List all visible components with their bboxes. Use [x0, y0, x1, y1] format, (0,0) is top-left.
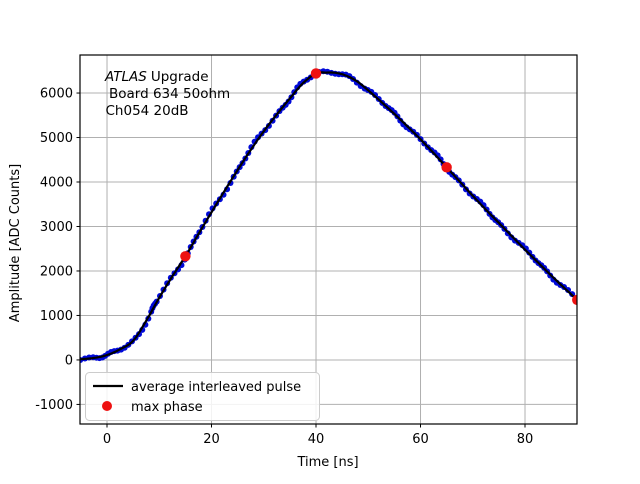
y-tick-label: 6000: [40, 87, 73, 102]
max-phase-dot: [310, 68, 322, 79]
plot-data-layer: [80, 68, 577, 363]
x-tick-label: 0: [103, 432, 111, 447]
y-tick-label: 2000: [40, 264, 73, 279]
axes-frame: [79, 54, 578, 425]
axis-ticks: 0 20 40 60 80 -1000 0 1000 2000 3000 4000 5000 6000: [35, 87, 533, 447]
x-tick-label: 20: [203, 432, 220, 447]
max-phase-dot: [441, 162, 452, 173]
gridlines: [80, 55, 577, 424]
legend-box: [85, 372, 320, 421]
max-phase-dot: [180, 251, 191, 262]
average-pulse-path: [80, 71, 577, 361]
x-tick-label: 80: [517, 432, 534, 447]
legend-label-average-pulse: average interleaved pulse: [131, 380, 301, 395]
x-tick-label: 40: [308, 432, 325, 447]
y-tick-label: 1000: [40, 309, 73, 324]
average-pulse-line: [80, 71, 577, 361]
y-tick-label: -1000: [35, 398, 73, 413]
annotation-line1: ATLAS Upgrade: [104, 69, 209, 85]
legend: average interleaved pulse max phase: [85, 372, 320, 421]
y-tick-label: 0: [65, 353, 73, 368]
legend-dot-sample: [102, 401, 112, 411]
x-tick-label: 60: [412, 432, 429, 447]
annotation-atlas: ATLAS: [104, 69, 147, 85]
y-axis-label: Amplitude [ADC Counts]: [8, 164, 23, 322]
legend-label-max-phase: max phase: [131, 400, 203, 415]
annotation-line2: Board 634 50ohm: [109, 86, 230, 102]
y-tick-label: 4000: [40, 176, 73, 191]
annotation-upgrade: Upgrade: [151, 69, 209, 85]
max-phase-markers: [180, 68, 577, 306]
annotation-line3: Ch054 20dB: [106, 103, 189, 119]
x-axis-label: Time [ns]: [296, 455, 358, 470]
max-phase-dot: [572, 294, 577, 306]
y-tick-label: 5000: [40, 131, 73, 146]
y-tick-label: 3000: [40, 220, 73, 235]
